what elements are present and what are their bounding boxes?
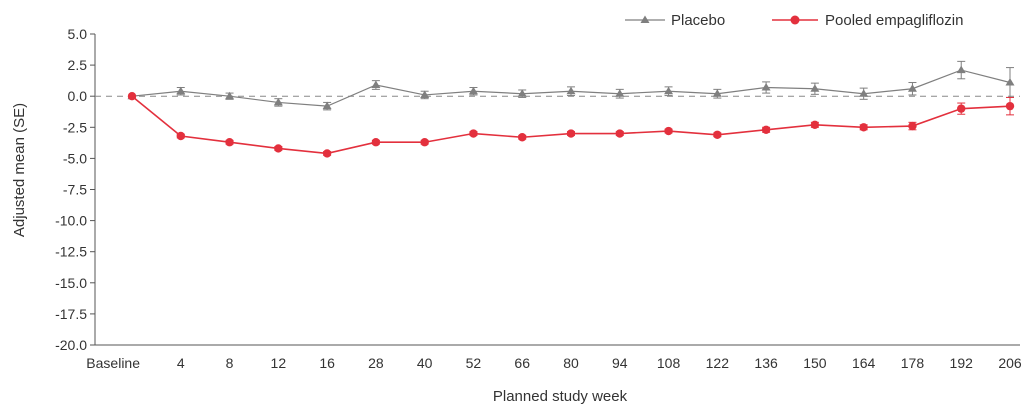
data-point-placebo (1005, 78, 1015, 86)
y-tick-label: -7.5 (63, 182, 87, 198)
y-tick-label: -15.0 (55, 275, 87, 291)
data-point-empagliflozin (225, 138, 234, 147)
data-point-placebo (273, 97, 283, 106)
data-point-placebo (468, 86, 478, 95)
x-tick-label: 40 (417, 355, 433, 371)
y-tick-label: -20.0 (55, 337, 87, 353)
y-tick-label: -17.5 (55, 306, 87, 322)
data-point-empagliflozin (518, 133, 527, 142)
legend: Placebo Pooled empagliflozin (625, 12, 963, 29)
data-point-placebo (761, 82, 771, 91)
data-point-placebo (615, 89, 625, 97)
x-tick-label: 150 (803, 355, 827, 371)
data-point-empagliflozin (713, 130, 722, 139)
x-tick-label: Baseline (86, 355, 140, 371)
x-tick-label: 108 (657, 355, 681, 371)
data-point-empagliflozin (908, 121, 917, 131)
data-point-placebo (371, 80, 381, 89)
x-axis-title: Planned study week (493, 388, 628, 405)
legend-empagliflozin-marker (790, 15, 800, 25)
x-tick-label: 178 (901, 355, 925, 371)
x-tick-label: 136 (754, 355, 778, 371)
legend-item-placebo: Placebo (625, 12, 725, 29)
axes: 5.0 2.5 0.0 -2.5 -5.0 -7.5 -10.0 -12.5 -15.0 -17.… (55, 26, 1022, 371)
data-point-placebo (664, 86, 674, 95)
y-tick-label: 5.0 (68, 26, 88, 42)
x-tick-label: 52 (466, 355, 482, 371)
x-tick-label: 16 (319, 355, 335, 371)
x-tick-label: 4 (177, 355, 185, 371)
data-point-placebo (225, 91, 235, 100)
x-tick-label: 164 (852, 355, 876, 371)
data-point-empagliflozin (859, 123, 868, 132)
data-point-empagliflozin (469, 129, 478, 138)
data-point-empagliflozin (127, 92, 137, 101)
data-point-empagliflozin (566, 129, 576, 138)
data-point-empagliflozin (176, 131, 185, 141)
series-empagliflozin (127, 92, 1015, 158)
x-tick-label: 122 (706, 355, 730, 371)
data-point-empagliflozin (322, 149, 332, 158)
legend-placebo-marker (640, 15, 650, 23)
series-placebo (127, 60, 1015, 111)
data-point-placebo (859, 89, 869, 97)
y-tick-label: 0.0 (68, 88, 88, 104)
series-line-empagliflozin (131, 95, 1011, 155)
legend-placebo-label: Placebo (671, 12, 725, 29)
data-point-empagliflozin (810, 120, 820, 130)
data-point-placebo (810, 84, 820, 92)
data-point-empagliflozin (371, 138, 381, 147)
data-point-placebo (420, 90, 430, 98)
legend-item-pooled-empagliflozin: Pooled empagliflozin (772, 12, 963, 29)
x-tick-label: 28 (368, 355, 384, 371)
data-point-placebo (566, 86, 576, 95)
y-tick-label: -12.5 (55, 244, 87, 260)
x-tick-label: 66 (514, 355, 530, 371)
data-point-empagliflozin (664, 126, 673, 136)
x-tick-label: 192 (950, 355, 974, 371)
x-tick-label: 80 (563, 355, 579, 371)
data-point-empagliflozin (1005, 101, 1015, 111)
y-tick-label: 2.5 (68, 57, 88, 73)
y-tick-label: -2.5 (63, 119, 87, 135)
legend-empagliflozin-label: Pooled empagliflozin (825, 12, 963, 29)
data-point-empagliflozin (957, 104, 966, 113)
y-tick-label: -10.0 (55, 213, 87, 229)
x-tick-label: 12 (271, 355, 287, 371)
data-point-placebo (907, 84, 917, 92)
data-point-empagliflozin (615, 129, 624, 138)
data-point-placebo (322, 101, 332, 110)
data-point-placebo (517, 89, 527, 97)
data-point-placebo (956, 65, 966, 74)
data-point-empagliflozin (420, 138, 429, 147)
x-tick-label: 8 (226, 355, 234, 371)
data-point-placebo (712, 89, 722, 97)
y-axis-title: Adjusted mean (SE) (11, 103, 28, 237)
data-point-empagliflozin (761, 125, 771, 134)
y-tick-label: -5.0 (63, 150, 87, 166)
x-tick-label: 94 (612, 355, 628, 371)
data-point-placebo (176, 86, 186, 95)
x-tick-label: 206 (998, 355, 1022, 371)
data-point-empagliflozin (274, 144, 283, 153)
